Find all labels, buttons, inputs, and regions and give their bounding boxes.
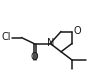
- Text: O: O: [30, 52, 38, 62]
- Text: O: O: [73, 26, 81, 37]
- Text: Cl: Cl: [1, 32, 11, 43]
- Text: N: N: [47, 38, 54, 49]
